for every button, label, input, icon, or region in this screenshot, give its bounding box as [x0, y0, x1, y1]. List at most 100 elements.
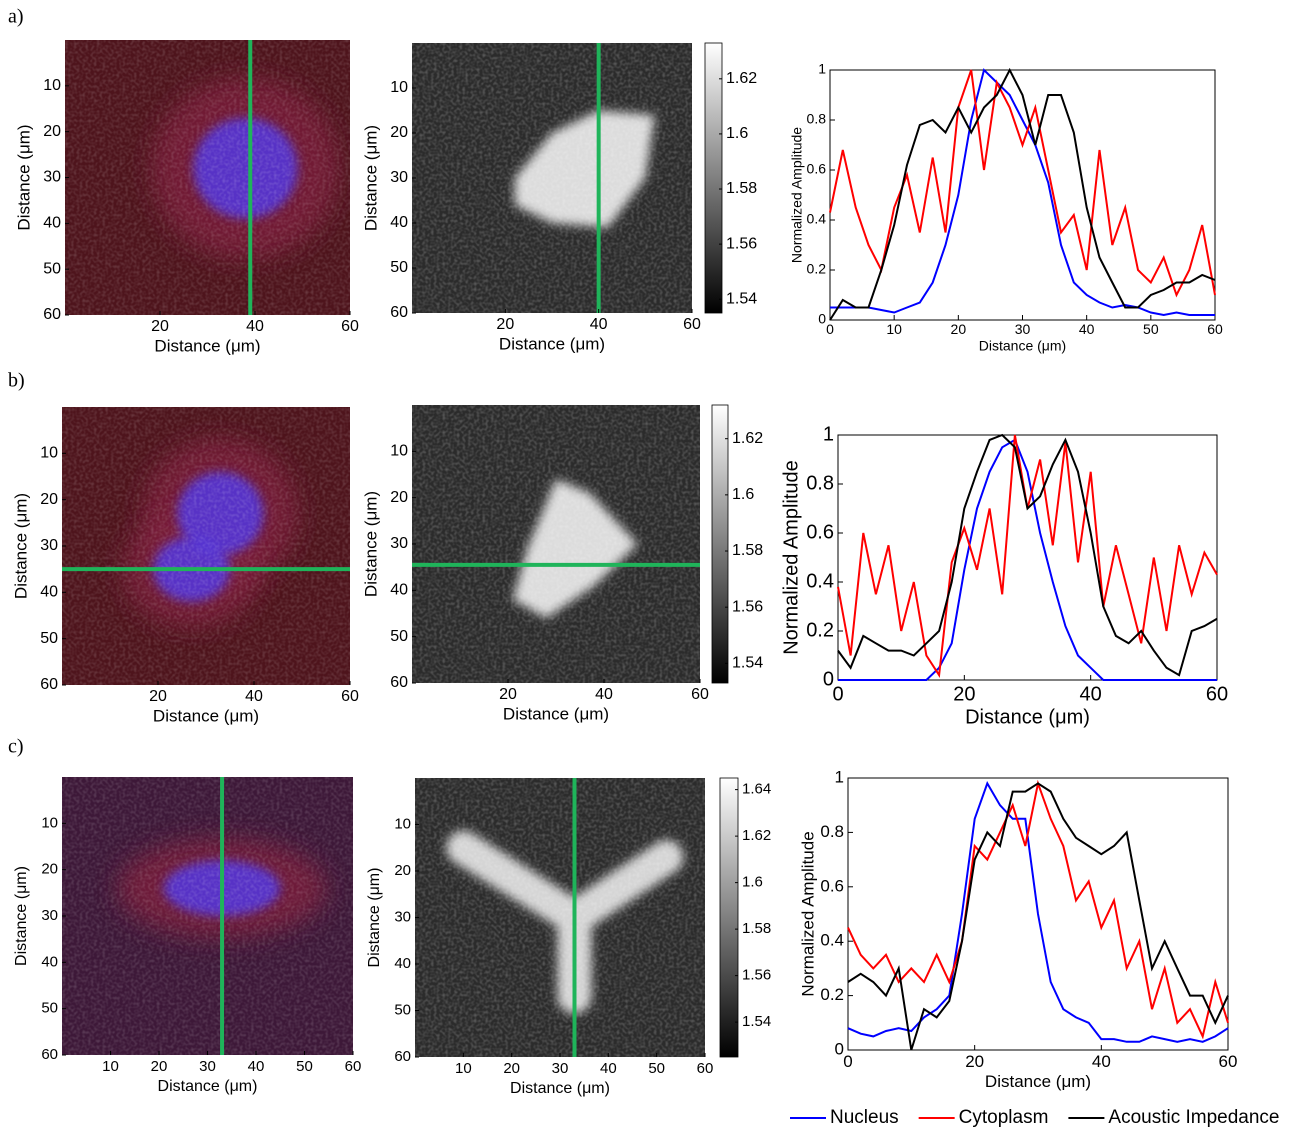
y-tick-label: 0.6 [807, 161, 827, 177]
image-noise [62, 777, 353, 1055]
x-tick-label: 20 [151, 318, 169, 335]
y-tick-label: 40 [394, 955, 411, 972]
y-tick-label: 30 [43, 169, 61, 186]
x-tick-label: 30 [199, 1058, 216, 1075]
x-tick-label: 60 [1219, 1052, 1238, 1071]
image [65, 40, 350, 315]
x-axis-label: Distance (μm) [979, 337, 1066, 353]
image-noise [415, 778, 705, 1057]
colorbar-tick-label: 1.62 [742, 827, 771, 844]
x-tick-label: 40 [1079, 321, 1095, 337]
y-tick-label: 60 [43, 306, 61, 323]
y-tick-label: 30 [390, 535, 408, 552]
y-tick-label: 1 [835, 767, 844, 786]
y-tick-label: 0 [818, 311, 826, 327]
y-tick-label: 0.4 [807, 211, 827, 227]
x-tick-label: 10 [102, 1058, 119, 1075]
image-noise [65, 40, 350, 315]
y-tick-label: 30 [390, 169, 408, 186]
panel-label: c) [8, 736, 24, 758]
x-tick-label: 20 [151, 1058, 168, 1075]
x-tick-label: 40 [1092, 1052, 1111, 1071]
x-tick-label: 10 [886, 321, 902, 337]
x-tick-label: 40 [248, 1058, 265, 1075]
x-tick-label: 60 [697, 1060, 714, 1077]
y-tick-label: 20 [390, 489, 408, 506]
x-tick-label: 30 [552, 1060, 569, 1077]
image [62, 777, 353, 1055]
x-tick-label: 0 [832, 683, 843, 705]
y-tick-label: 10 [390, 443, 408, 460]
x-tick-label: 50 [1143, 321, 1159, 337]
x-tick-label: 0 [826, 321, 834, 337]
image [62, 407, 350, 685]
colorbar-tick-label: 1.62 [726, 70, 757, 87]
y-tick-label: 60 [41, 1046, 58, 1063]
y-tick-label: 0.8 [820, 822, 844, 841]
legend-label: Acoustic Impedance [1108, 1107, 1279, 1128]
colorbar-tick-label: 1.6 [732, 486, 754, 503]
x-axis-label: Distance (μm) [499, 334, 605, 353]
x-tick-label: 40 [590, 316, 608, 333]
x-tick-label: 60 [345, 1058, 362, 1075]
x-axis-label: Distance (μm) [965, 706, 1090, 728]
y-tick-label: 0.2 [806, 619, 834, 641]
y-tick-label: 20 [40, 491, 58, 508]
y-tick-label: 0.2 [820, 985, 844, 1004]
y-axis-label: Normalized Amplitude [789, 127, 805, 263]
colorbar-tick-label: 1.6 [742, 874, 763, 891]
colorbar [719, 777, 739, 1058]
x-tick-label: 20 [965, 1052, 984, 1071]
y-axis-label: Distance (μm) [13, 866, 30, 966]
x-tick-label: 60 [691, 686, 709, 703]
colorbar-tick-label: 1.54 [726, 290, 757, 307]
y-tick-label: 0 [823, 668, 834, 690]
x-tick-label: 50 [296, 1058, 313, 1075]
x-axis-label: Distance (μm) [503, 704, 609, 723]
y-tick-label: 60 [390, 304, 408, 321]
series-line [830, 68, 1215, 317]
y-tick-label: 60 [40, 676, 58, 693]
colorbar-tick-label: 1.56 [742, 967, 771, 984]
y-tick-label: 50 [390, 628, 408, 645]
legend-label: Cytoplasm [959, 1107, 1049, 1128]
colorbar-tick-label: 1.54 [732, 655, 763, 672]
x-tick-label: 40 [595, 686, 613, 703]
x-tick-label: 30 [1015, 321, 1031, 337]
colorbar-tick-label: 1.58 [726, 180, 757, 197]
y-axis-label: Normalized Amplitude [780, 460, 802, 655]
x-tick-label: 60 [1207, 321, 1223, 337]
panel-label: a) [8, 6, 24, 28]
x-tick-label: 20 [953, 683, 975, 705]
x-axis-label: Distance (μm) [158, 1078, 258, 1095]
y-axis-label: Distance (μm) [361, 491, 380, 597]
plot-frame [829, 69, 1216, 321]
series-line [837, 433, 1218, 677]
y-tick-label: 40 [390, 214, 408, 231]
x-tick-label: 40 [600, 1060, 617, 1077]
image [412, 405, 700, 683]
y-tick-label: 50 [43, 260, 61, 277]
x-tick-label: 40 [245, 688, 263, 705]
y-tick-label: 10 [40, 445, 58, 462]
series-line [829, 67, 1216, 321]
y-tick-label: 60 [394, 1048, 411, 1065]
y-tick-label: 50 [390, 259, 408, 276]
y-tick-label: 0.6 [820, 876, 844, 895]
x-tick-label: 60 [683, 316, 701, 333]
legend-label: Nucleus [830, 1107, 899, 1128]
y-tick-label: 20 [43, 123, 61, 140]
y-tick-label: 0.2 [807, 261, 827, 277]
x-tick-label: 20 [149, 688, 167, 705]
y-tick-label: 20 [41, 861, 58, 878]
image-noise [412, 43, 692, 313]
y-tick-label: 30 [40, 537, 58, 554]
y-tick-label: 0.8 [806, 472, 834, 494]
x-tick-label: 20 [503, 1060, 520, 1077]
y-tick-label: 0.4 [820, 931, 844, 950]
image [415, 778, 705, 1057]
y-tick-label: 40 [390, 582, 408, 599]
y-tick-label: 40 [43, 215, 61, 232]
x-axis-label: Distance (μm) [154, 336, 260, 355]
y-tick-label: 0.8 [807, 111, 827, 127]
